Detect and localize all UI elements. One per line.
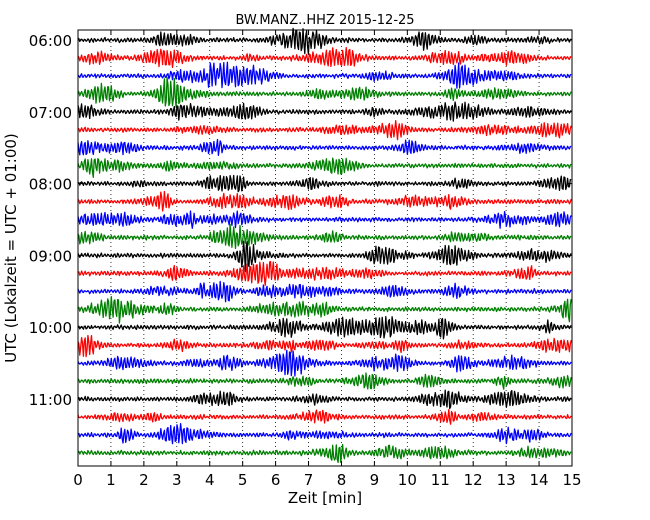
seismic-trace [77,408,572,425]
x-tick-label: 12 [464,471,483,489]
x-tick-label: 13 [497,471,516,489]
y-tick-label: 10:00 [29,319,72,337]
y-axis-ticks: 06:00 07:00 08:00 09:00 10:00 11:00 [29,32,572,409]
seismic-trace [77,210,572,229]
seismic-trace [77,101,572,122]
seismic-traces [77,27,572,464]
x-tick-label: 8 [337,471,347,489]
x-tick-label: 15 [562,471,581,489]
seismic-trace [77,349,572,377]
seismic-trace [77,334,572,358]
seismic-trace [77,223,572,250]
seismic-trace [77,260,572,286]
seismic-trace [77,174,572,193]
seismic-trace [77,76,572,108]
y-tick-label: 09:00 [29,247,72,265]
seismic-trace [77,423,572,445]
seismic-trace [77,157,572,178]
y-axis-label: UTC (Lokalzeit = UTC + 01:00) [2,133,20,363]
seismic-trace [77,296,572,324]
x-tick-label: 4 [205,471,215,489]
x-tick-label: 5 [238,471,248,489]
seismic-trace [77,27,572,55]
y-tick-label: 07:00 [29,104,72,122]
x-tick-label: 0 [73,471,83,489]
seismic-trace [77,280,572,303]
x-tick-label: 9 [370,471,380,489]
x-tick-label: 14 [530,471,549,489]
seismic-trace [77,240,572,273]
x-axis-label: Zeit [min] [288,489,362,507]
seismic-trace [77,443,572,464]
chart-title: BW.MANZ..HHZ 2015-12-25 [235,13,414,28]
seismic-trace [78,316,572,340]
seismic-trace [77,46,572,69]
plot-frame [77,29,573,467]
x-tick-label: 1 [106,471,116,489]
seismic-trace [77,61,572,89]
x-tick-label: 2 [139,471,149,489]
y-tick-label: 11:00 [29,391,72,409]
x-tick-label: 11 [431,471,450,489]
seismic-trace [77,389,572,410]
seismic-trace [77,190,572,212]
seismic-trace [77,372,572,390]
x-tick-label: 10 [398,471,417,489]
x-axis-ticks: 0 1 2 3 4 5 6 7 8 9 10 11 12 13 14 15 [73,30,582,489]
y-tick-label: 06:00 [29,32,72,50]
seismic-trace [77,138,572,156]
y-tick-label: 08:00 [29,176,72,194]
seismic-trace [77,119,572,141]
x-tick-label: 6 [271,471,281,489]
x-tick-label: 7 [304,471,314,489]
x-tick-label: 3 [172,471,182,489]
